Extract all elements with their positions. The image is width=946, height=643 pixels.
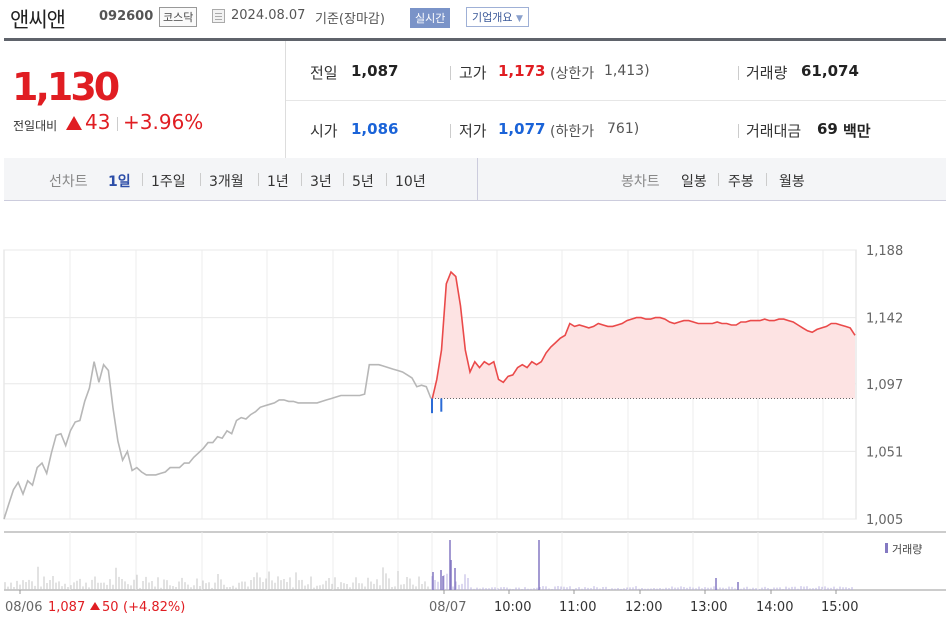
tab-3y[interactable]: 3년 xyxy=(310,174,332,190)
price-line-prev-day xyxy=(3,361,432,520)
tab-separator xyxy=(301,173,302,186)
company-info-dropdown[interactable]: 기업개요 ▼ xyxy=(466,7,529,27)
stock-header: 앤씨앤 092600 코스닥 2024.08.07 기준(장마감) 실시간 기업… xyxy=(0,0,946,36)
chart-tabs xyxy=(4,158,946,201)
change-value: 43 xyxy=(85,110,111,134)
x-tick-label: 12:00 xyxy=(625,600,662,615)
amount-unit: 백만 xyxy=(843,122,871,140)
stat-separator xyxy=(738,66,739,80)
tab-3m[interactable]: 3개월 xyxy=(209,174,244,190)
header-divider xyxy=(4,38,946,41)
tab-5y[interactable]: 5년 xyxy=(352,174,374,190)
stat-separator xyxy=(450,66,451,80)
y-tick-label: 1,005 xyxy=(866,513,903,528)
stat-separator xyxy=(738,124,739,138)
upper-limit-value: 1,413) xyxy=(604,63,650,79)
calendar-icon xyxy=(212,9,225,23)
prev-day-price: 1,087 xyxy=(48,600,85,615)
summary-divider xyxy=(285,41,286,158)
tab-monthly-candle[interactable]: 월봉 xyxy=(779,174,805,190)
x-tick-label: 10:00 xyxy=(494,600,531,615)
high-value: 1,173 xyxy=(498,62,546,80)
x-tick-label: 11:00 xyxy=(559,600,596,615)
open-label: 시가 xyxy=(310,122,338,140)
tab-1w[interactable]: 1주일 xyxy=(151,174,186,190)
x-tick-label: 13:00 xyxy=(690,600,727,615)
volume-legend-swatch xyxy=(885,543,888,553)
x-tick-label: 08/06 xyxy=(5,600,42,615)
prev-close-label: 전일 xyxy=(310,64,338,82)
low-value: 1,077 xyxy=(498,120,546,138)
company-info-label: 기업개요 xyxy=(472,11,513,24)
change-percent: +3.96% xyxy=(123,110,204,134)
price-area-fill xyxy=(432,272,855,399)
tab-separator xyxy=(766,173,767,186)
tab-separator xyxy=(343,173,344,186)
up-arrow-icon xyxy=(66,116,82,130)
summary-row-divider xyxy=(286,100,946,101)
tab-daily-candle[interactable]: 일봉 xyxy=(681,174,707,190)
lower-limit-value: 761) xyxy=(607,121,640,137)
low-label: 저가 xyxy=(459,122,487,140)
tab-10y[interactable]: 10년 xyxy=(395,174,426,190)
stat-separator xyxy=(450,124,451,138)
tab-1d[interactable]: 1일 xyxy=(108,174,131,190)
tab-separator xyxy=(718,173,719,186)
lower-limit-label: (하한가 xyxy=(550,124,595,140)
tab-separator xyxy=(258,173,259,186)
market-badge: 코스닥 xyxy=(159,7,198,27)
prev-day-change-pct: (+4.82%) xyxy=(123,600,185,615)
y-tick-label: 1,051 xyxy=(866,445,903,460)
price-line-today xyxy=(431,270,856,401)
up-arrow-icon xyxy=(90,602,100,610)
prev-close-value: 1,087 xyxy=(351,62,399,80)
quote-basis: 기준(장마감) xyxy=(315,12,385,27)
candle-chart-label: 봉차트 xyxy=(621,174,660,190)
tab-1y[interactable]: 1년 xyxy=(267,174,289,190)
realtime-button[interactable]: 실시간 xyxy=(410,8,451,28)
line-chart-label: 선차트 xyxy=(49,174,88,190)
open-value: 1,086 xyxy=(351,120,399,138)
amount-label: 거래대금 xyxy=(746,122,802,140)
volume-legend-label: 거래량 xyxy=(892,543,922,556)
stock-name: 앤씨앤 xyxy=(10,8,66,32)
y-tick-label: 1,188 xyxy=(866,244,903,259)
x-tick-label: 14:00 xyxy=(756,600,793,615)
volume-value: 61,074 xyxy=(801,62,859,80)
y-tick-label: 1,142 xyxy=(866,312,903,327)
change-label: 전일대비 xyxy=(13,119,58,133)
high-label: 고가 xyxy=(459,64,487,82)
stock-code: 092600 xyxy=(99,9,154,24)
tab-weekly-candle[interactable]: 주봉 xyxy=(728,174,754,190)
y-tick-label: 1,097 xyxy=(866,378,903,393)
volume-label: 거래량 xyxy=(746,64,788,82)
change-separator xyxy=(117,117,118,131)
amount-value: 69 xyxy=(817,120,838,138)
upper-limit-label: (상한가 xyxy=(550,66,595,82)
tab-separator xyxy=(386,173,387,186)
tab-separator xyxy=(200,173,201,186)
x-tick-label: 15:00 xyxy=(821,600,858,615)
current-price: 1,130 xyxy=(12,65,120,109)
tab-group-divider xyxy=(477,158,478,200)
prev-day-change: 50 xyxy=(102,600,119,615)
x-tick-label: 08/07 xyxy=(429,600,466,615)
chevron-down-icon: ▼ xyxy=(515,14,523,24)
tab-separator xyxy=(142,173,143,186)
quote-date: 2024.08.07 xyxy=(231,8,306,23)
